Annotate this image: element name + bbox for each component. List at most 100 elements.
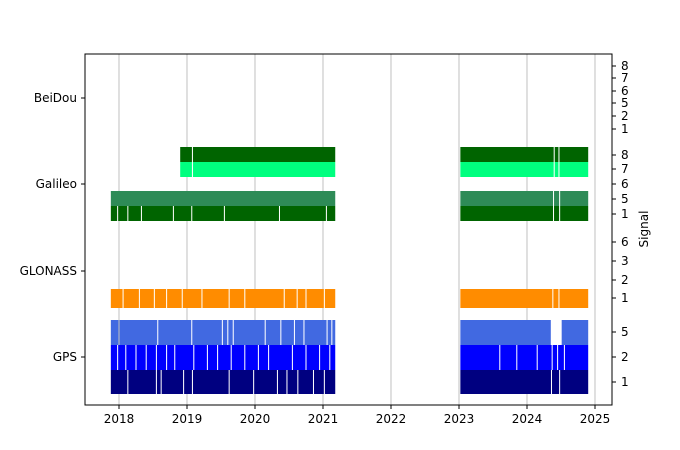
signal-label-gps-2: 2: [621, 350, 629, 364]
x-axis: 2018 2019 2020 2021 2022 2023 2024 2025: [104, 405, 610, 426]
availability-bar: [192, 370, 229, 394]
availability-bar: [281, 320, 294, 345]
availability-bar: [500, 345, 517, 370]
availability-bar: [560, 370, 589, 394]
availability-bar: [330, 345, 336, 370]
availability-bar: [158, 320, 192, 345]
series-gps-signal-2: [110, 345, 589, 370]
signal-label-beidou-8: 8: [621, 59, 629, 73]
availability-bar: [306, 289, 324, 308]
availability-bar: [460, 147, 554, 162]
availability-bar: [564, 345, 589, 370]
availability-bar: [141, 206, 173, 221]
availability-bar: [460, 345, 500, 370]
availability-bar: [192, 147, 336, 162]
x-tick-label-2023: 2023: [444, 412, 475, 426]
availability-bar: [298, 370, 313, 394]
availability-bar: [182, 289, 202, 308]
signal-label-glonass-3: 3: [621, 254, 629, 268]
availability-bar: [192, 320, 222, 345]
signal-label-galileo-8: 8: [621, 148, 629, 162]
availability-bar: [326, 206, 336, 221]
x-tick-label-2020: 2020: [240, 412, 271, 426]
availability-bar: [156, 345, 167, 370]
availability-bar: [202, 289, 229, 308]
availability-bar: [287, 370, 298, 394]
availability-bar: [229, 370, 254, 394]
availability-bar: [110, 206, 118, 221]
signal-label-gps-1: 1: [621, 375, 629, 389]
availability-bar: [537, 345, 552, 370]
availability-bar: [559, 289, 589, 308]
x-tick-label-2019: 2019: [172, 412, 203, 426]
signal-label-glonass-1: 1: [621, 291, 629, 305]
availability-bar: [560, 206, 589, 221]
availability-bar: [558, 345, 564, 370]
availability-bar: [110, 320, 119, 345]
signal-label-galileo-1: 1: [621, 207, 629, 221]
availability-bar: [560, 191, 589, 206]
system-label-glonass: GLONASS: [20, 264, 77, 278]
data-bars: [110, 147, 589, 394]
availability-bar: [553, 289, 559, 308]
availability-bar: [175, 345, 194, 370]
availability-bar: [554, 147, 559, 162]
availability-bar: [156, 370, 161, 394]
system-label-gps: GPS: [53, 350, 77, 364]
availability-bar: [110, 191, 336, 206]
availability-bar: [460, 320, 551, 345]
availability-bar: [233, 320, 265, 345]
series-galileo-signal-5: [110, 191, 589, 206]
availability-bar: [118, 345, 126, 370]
availability-bar: [136, 345, 146, 370]
left-axis: GPS GLONASS Galileo BeiDou: [20, 91, 85, 364]
availability-bar: [332, 320, 336, 345]
availability-bar: [128, 206, 141, 221]
availability-bar: [460, 206, 554, 221]
availability-bar: [460, 162, 554, 177]
availability-bar: [192, 206, 224, 221]
signal-label-galileo-6: 6: [621, 177, 629, 191]
availability-bar: [139, 289, 154, 308]
availability-bar: [180, 162, 192, 177]
system-label-galileo: Galileo: [36, 177, 77, 191]
availability-bar: [167, 289, 182, 308]
availability-bar: [224, 206, 279, 221]
availability-bar: [313, 370, 324, 394]
availability-bar: [552, 345, 558, 370]
availability-bar: [184, 370, 192, 394]
availability-bar: [324, 370, 336, 394]
signal-label-galileo-5: 5: [621, 192, 629, 206]
system-label-beidou: BeiDou: [34, 91, 77, 105]
availability-bar: [279, 206, 326, 221]
availability-bar: [292, 345, 306, 370]
availability-bar: [222, 320, 228, 345]
availability-bar: [245, 345, 258, 370]
availability-bar: [118, 206, 128, 221]
x-tick-label-2021: 2021: [308, 412, 339, 426]
signal-label-beidou-7: 7: [621, 71, 629, 85]
series-galileo-signal-8: [180, 147, 589, 162]
availability-bar: [554, 191, 560, 206]
signal-label-glonass-6: 6: [621, 235, 629, 249]
availability-bar: [269, 345, 292, 370]
signal-label-beidou-1: 1: [621, 122, 629, 136]
availability-bar: [161, 370, 184, 394]
availability-bar: [551, 370, 560, 394]
availability-bar: [167, 345, 175, 370]
availability-bar: [294, 320, 304, 345]
availability-bar: [154, 289, 167, 308]
availability-bar: [207, 345, 218, 370]
series-gps-signal-5: [110, 320, 589, 345]
series-glonass-signal-1: [110, 289, 589, 308]
availability-bar: [559, 147, 589, 162]
availability-bar: [554, 206, 560, 221]
availability-bar: [297, 289, 306, 308]
availability-bar: [194, 345, 207, 370]
availability-bar: [265, 320, 281, 345]
availability-bar: [192, 162, 336, 177]
availability-bar: [258, 345, 269, 370]
availability-bar: [119, 320, 158, 345]
x-tick-label-2024: 2024: [512, 412, 543, 426]
